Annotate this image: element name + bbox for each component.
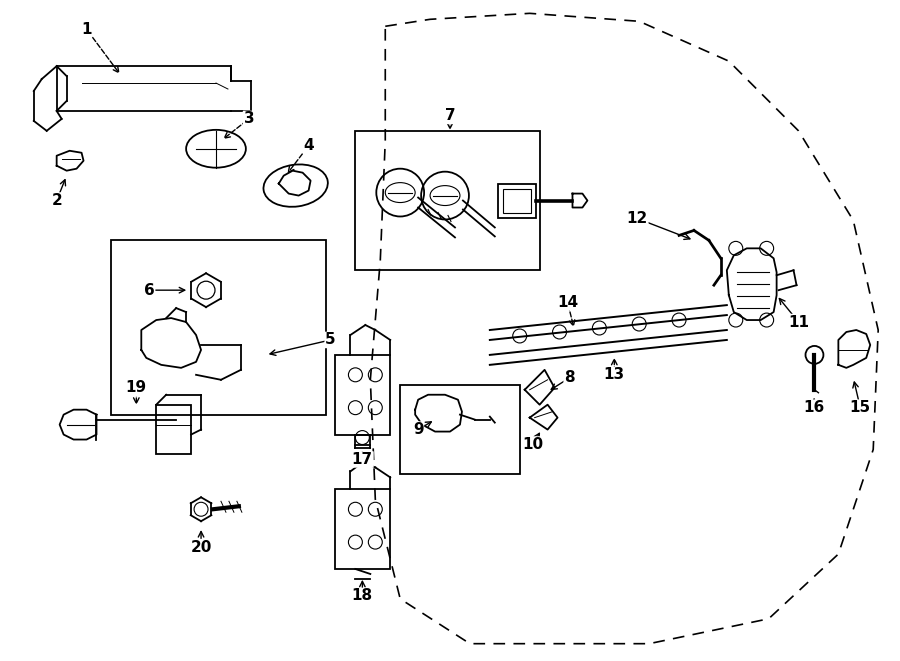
Bar [498, 184, 536, 219]
Bar [503, 188, 531, 214]
Bar [112, 241, 326, 414]
Text: 9: 9 [413, 422, 423, 437]
Text: 8: 8 [564, 370, 575, 385]
Text: 7: 7 [445, 108, 455, 124]
Text: 6: 6 [144, 283, 155, 297]
Text: 17: 17 [352, 452, 373, 467]
Text: 14: 14 [557, 295, 578, 309]
Bar [336, 489, 391, 569]
Text: 16: 16 [803, 400, 824, 415]
Text: 3: 3 [244, 112, 254, 126]
Bar [400, 385, 519, 475]
Text: 15: 15 [850, 400, 871, 415]
Text: 19: 19 [126, 380, 147, 395]
Bar [157, 405, 191, 455]
Text: 13: 13 [604, 368, 625, 382]
Text: 2: 2 [51, 193, 62, 208]
Text: 4: 4 [303, 138, 314, 153]
Text: 18: 18 [352, 588, 373, 603]
Text: 20: 20 [191, 539, 211, 555]
Text: 1: 1 [81, 22, 92, 37]
Text: 11: 11 [788, 315, 809, 330]
Text: 5: 5 [325, 332, 336, 348]
Text: 10: 10 [522, 437, 544, 452]
Bar [336, 355, 391, 434]
Bar [356, 131, 540, 270]
Text: 12: 12 [626, 211, 648, 226]
